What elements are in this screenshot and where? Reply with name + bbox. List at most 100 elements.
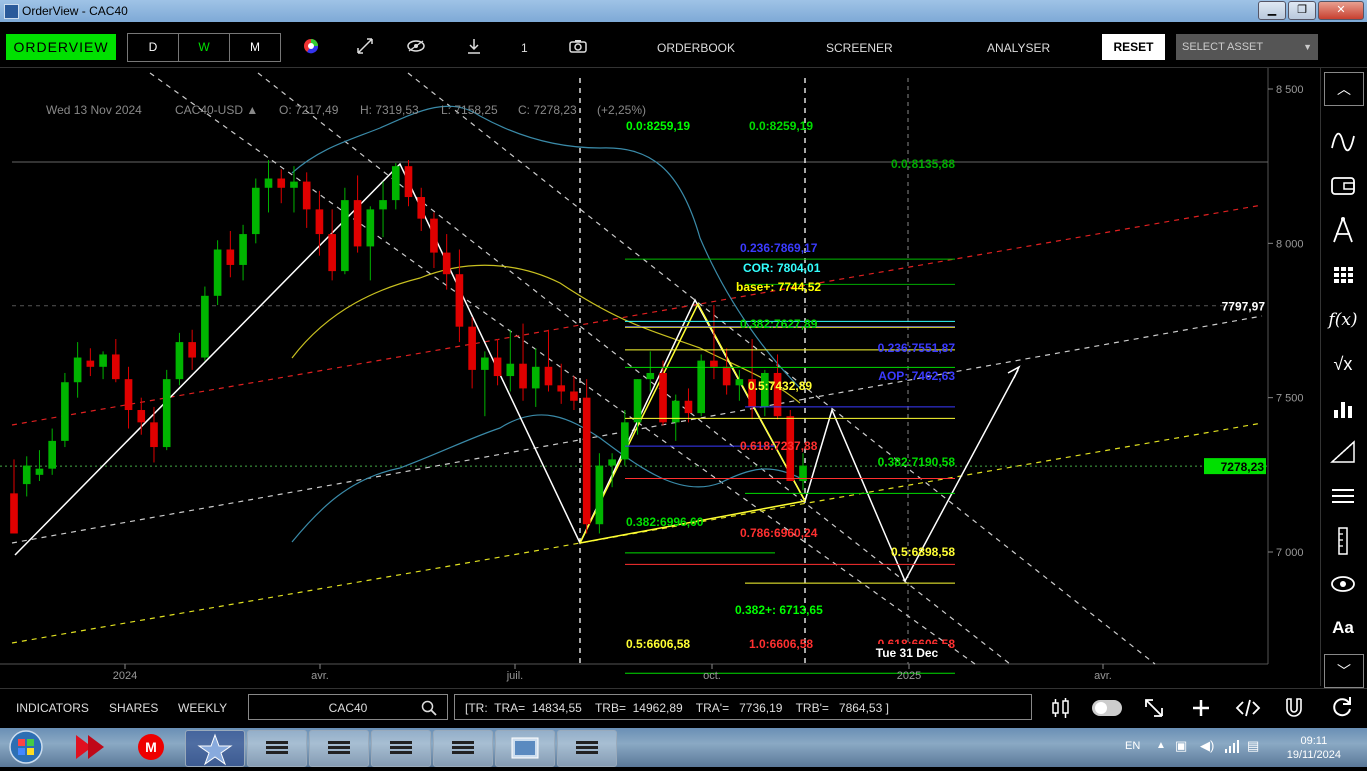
candle-settings-icon[interactable] <box>1050 697 1072 719</box>
clock-date: 19/11/2024 <box>1286 749 1341 761</box>
maximize-button[interactable]: ❐ <box>1288 1 1316 20</box>
top-toolbar: ORDERVIEW D W M 1 ORDERBOOK SCREENER ANA… <box>0 22 1367 68</box>
candle <box>86 360 95 367</box>
collapse-down-icon[interactable]: ﹀ <box>1324 654 1364 688</box>
taskbar-window-6[interactable] <box>557 730 617 767</box>
svg-text:M: M <box>145 739 157 755</box>
magnet-icon[interactable] <box>1283 695 1305 719</box>
system-clock[interactable]: 09:11 19/11/2024 <box>1287 734 1341 762</box>
indicators-button[interactable]: INDICATORS <box>16 701 89 715</box>
cursor-diagonal-icon[interactable] <box>1143 697 1165 719</box>
candle <box>633 379 642 423</box>
candle <box>544 366 553 386</box>
search-icon[interactable] <box>421 700 437 716</box>
close-button[interactable]: ✕ <box>1318 1 1364 20</box>
period-daily-button[interactable]: D <box>127 33 179 62</box>
taskbar-window-5[interactable] <box>495 730 555 767</box>
camera-icon[interactable] <box>569 39 587 53</box>
collapse-up-icon[interactable]: ︿ <box>1324 72 1364 106</box>
candle <box>175 342 184 380</box>
candle <box>595 465 604 525</box>
analyser-tab[interactable]: ANALYSER <box>987 41 1051 55</box>
candle <box>722 366 731 386</box>
x-tick-label: 2024 <box>113 670 137 682</box>
select-asset-dropdown[interactable]: SELECT ASSET ▼ <box>1176 34 1318 60</box>
fib-level-label: 1.0:6606,58 <box>749 637 813 651</box>
taskbar-app-star[interactable] <box>185 730 245 767</box>
visibility-toggle-icon[interactable] <box>407 39 425 53</box>
reset-button[interactable]: RESET <box>1102 34 1165 60</box>
app-m-icon[interactable]: M <box>137 733 165 761</box>
candle <box>226 249 235 265</box>
app-arrow-icon[interactable] <box>72 731 108 764</box>
tray-device-icon[interactable]: ▣ <box>1175 738 1188 753</box>
period-monthly-button[interactable]: M <box>229 33 281 62</box>
ohlc-header-item: O: 7217,49 <box>279 103 339 117</box>
minimize-button[interactable]: ▁ <box>1258 1 1286 20</box>
candle <box>621 422 629 460</box>
column-chart-icon[interactable] <box>1324 392 1362 424</box>
crosshair-plus-icon[interactable] <box>1190 697 1212 719</box>
period-weekly-button[interactable]: W <box>178 33 230 62</box>
shares-button[interactable]: SHARES <box>109 701 159 715</box>
count-value[interactable]: 1 <box>521 41 528 55</box>
expand-icon[interactable] <box>356 37 374 55</box>
candle <box>239 234 247 265</box>
candle <box>570 391 578 401</box>
wave-tool-icon[interactable] <box>1324 126 1362 158</box>
symbol-value: CAC40 <box>328 701 368 715</box>
sqrt-icon[interactable]: √x <box>1333 354 1353 374</box>
candle <box>35 468 44 475</box>
color-wheel-icon[interactable] <box>303 38 319 54</box>
network-signal-icon[interactable] <box>1224 739 1240 753</box>
grid-icon[interactable] <box>1324 258 1362 290</box>
crosshair-date-label: Tue 31 Dec <box>876 646 939 660</box>
x-tick-label: 2025 <box>897 670 921 682</box>
chevron-down-icon: ▼ <box>1303 42 1312 52</box>
drawing-tools-sidebar: ︿ f(x) √x Aa ﹀ <box>1320 68 1367 688</box>
orderbook-tab[interactable]: ORDERBOOK <box>657 41 736 55</box>
window-icon <box>390 741 412 744</box>
symbol-search-input[interactable]: CAC40 <box>248 694 448 720</box>
price-chart[interactable]: 8 500 8 000 7 500 7 000 2024 avr. juil. oct. 202… <box>0 68 1320 686</box>
eye-icon[interactable] <box>1324 568 1362 600</box>
x-tick-label: juil. <box>506 670 524 682</box>
chart-area[interactable]: 8 500 8 000 7 500 7 000 2024 avr. juil. oct. 202… <box>0 68 1320 686</box>
candle <box>162 379 171 448</box>
x-tick-label: avr. <box>311 670 329 682</box>
code-icon[interactable] <box>1235 697 1261 719</box>
toggle-switch[interactable] <box>1092 699 1122 717</box>
candle <box>277 178 286 188</box>
candle <box>150 422 158 448</box>
download-icon[interactable] <box>467 38 481 54</box>
taskbar-window-1[interactable] <box>247 730 307 767</box>
screener-tab[interactable]: SCREENER <box>826 41 893 55</box>
weekly-button[interactable]: WEEKLY <box>178 701 228 715</box>
candle <box>582 397 591 525</box>
refresh-icon[interactable] <box>1330 695 1354 719</box>
tray-status-icon[interactable]: ▤ <box>1247 738 1260 753</box>
language-indicator[interactable]: EN <box>1125 740 1141 752</box>
wallet-icon[interactable] <box>1324 170 1362 202</box>
taskbar-window-4[interactable] <box>433 730 493 767</box>
function-icon[interactable]: f(x) <box>1328 310 1358 330</box>
ohlc-header-item: L: 7158,25 <box>441 103 498 117</box>
speaker-icon[interactable]: ◀) <box>1200 738 1215 753</box>
candle <box>213 249 222 296</box>
compass-icon[interactable] <box>1324 214 1362 246</box>
zigzag-projection <box>14 162 1019 583</box>
taskbar-window-3[interactable] <box>371 730 431 767</box>
fibonacci-tool-icon[interactable] <box>1324 436 1362 468</box>
taskbar-window-2[interactable] <box>309 730 369 767</box>
candle <box>328 234 336 272</box>
orderview-button[interactable]: ORDERVIEW <box>6 34 116 60</box>
ruler-icon[interactable] <box>1324 524 1362 556</box>
lines-icon[interactable] <box>1324 480 1362 512</box>
trend-line <box>11 204 1263 426</box>
tray-arrow-icon[interactable]: ▲ <box>1156 740 1166 751</box>
text-tool-icon[interactable]: Aa <box>1332 618 1354 637</box>
fib-level-label: 0.236:7551,87 <box>878 341 956 355</box>
candle <box>404 166 413 198</box>
candle <box>786 416 795 482</box>
start-orb-icon[interactable] <box>6 729 46 766</box>
